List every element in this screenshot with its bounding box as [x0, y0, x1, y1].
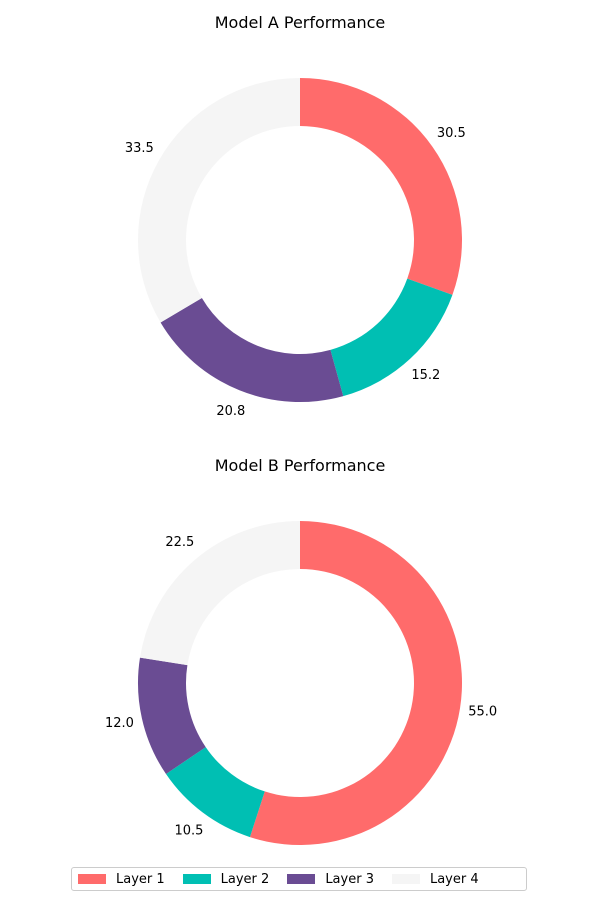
chart-title: Model B Performance	[215, 456, 386, 475]
slice-value-label: 33.5	[125, 141, 154, 156]
legend-swatch	[182, 874, 211, 884]
slice-value-label: 22.5	[165, 535, 194, 550]
slice-value-label: 12.0	[105, 716, 134, 731]
legend-swatch	[287, 874, 316, 884]
chart-model-b: Model B Performance 55.0 10.5 12.0 22.5	[105, 456, 497, 845]
legend-label: Layer 1	[116, 871, 165, 887]
slice-value-label: 20.8	[216, 404, 245, 419]
donut-slice-layer-4	[138, 77, 300, 323]
legend-item-layer-2: Layer 2	[182, 871, 270, 887]
slice-value-label: 30.5	[437, 126, 466, 141]
legend-swatch	[391, 874, 420, 884]
legend-item-layer-1: Layer 1	[78, 872, 165, 887]
legend: Layer 1 Layer 2 Layer 3 Layer 4	[71, 867, 527, 891]
chart-title: Model A Performance	[215, 13, 386, 32]
legend-item-layer-4: Layer 4	[391, 871, 479, 887]
donut-slice-layer-3	[137, 657, 206, 775]
legend-item-layer-3: Layer 3	[287, 872, 374, 887]
slice-value-label: 15.2	[411, 368, 440, 383]
donut-slice-layer-1	[300, 78, 462, 295]
legend-label: Layer 2	[220, 871, 270, 887]
donut-slice-layer-3	[160, 298, 344, 402]
chart-model-a: Model A Performance 30.5 15.2 20.8 33.5	[125, 13, 466, 419]
legend-swatch	[78, 874, 106, 884]
donut-slice-layer-1	[249, 521, 462, 845]
legend-label: Layer 4	[429, 871, 479, 887]
legend-label: Layer 3	[325, 871, 374, 887]
slice-value-label: 10.5	[174, 823, 203, 838]
donut-slice-layer-2	[330, 278, 453, 397]
donut-slice-layer-4	[139, 521, 300, 666]
slice-value-label: 55.0	[468, 704, 497, 719]
donut-slice-layer-2	[166, 747, 265, 838]
